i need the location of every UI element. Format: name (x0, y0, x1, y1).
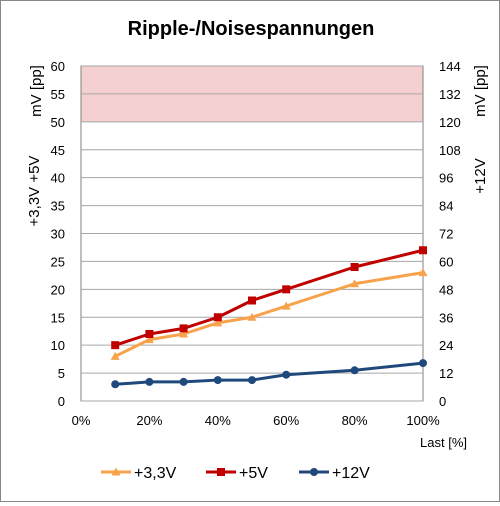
left-tick-label: 50 (51, 115, 65, 130)
legend-label: +12V (332, 465, 370, 482)
x-tick-label: 80% (342, 413, 368, 428)
series-33V (110, 268, 428, 360)
left-tick-label: 45 (51, 143, 65, 158)
data-point (248, 296, 256, 305)
data-point (350, 279, 360, 288)
right-tick-label: 144 (439, 59, 461, 74)
x-tick-label: 60% (273, 413, 299, 428)
legend-item: +12V (299, 465, 370, 482)
data-point (179, 329, 189, 338)
left-tick-label: 20 (51, 282, 65, 297)
chart-title: Ripple-/Noisespannungen (128, 18, 375, 40)
right-axis-label: mV [pp] (472, 65, 489, 117)
x-tick-label: 100% (406, 413, 440, 428)
legend-marker (310, 468, 318, 476)
data-point (419, 246, 427, 255)
legend-item: +5V (206, 465, 268, 482)
data-point (144, 335, 154, 344)
legend-label: +3,3V (134, 465, 177, 482)
left-axis-ticks: 0 5 10 15 20 25 30 35 40 45 50 55 60 (51, 59, 65, 409)
series-layer (110, 246, 428, 389)
legend-label: +5V (239, 465, 268, 482)
right-tick-label: 0 (439, 394, 446, 409)
data-point (179, 377, 188, 386)
right-tick-label: 120 (439, 115, 461, 130)
data-point (145, 377, 154, 386)
data-point (179, 324, 188, 333)
data-point (213, 313, 222, 322)
left-axis-label: mV [pp] (28, 65, 45, 117)
series-line (114, 271, 424, 358)
data-point (247, 312, 257, 321)
legend-marker (111, 467, 121, 476)
series-line (114, 248, 424, 347)
right-tick-label: 108 (439, 143, 461, 158)
right-tick-label: 24 (439, 338, 453, 353)
left-axis-label: +3,3V +5V (26, 156, 43, 227)
data-point (419, 359, 427, 368)
right-tick-label: 36 (439, 310, 453, 325)
legend: +3,3V +5V +12V (101, 465, 370, 482)
legend-marker (217, 468, 225, 476)
right-tick-label: 132 (439, 87, 461, 102)
left-tick-label: 30 (51, 227, 65, 242)
right-axis-ticks: 0 12 24 36 48 60 72 84 96 108 120 132 144 (439, 59, 461, 409)
right-tick-label: 60 (439, 254, 453, 269)
data-point (111, 380, 120, 389)
series-12V (111, 359, 427, 389)
data-point (281, 301, 291, 310)
right-tick-label: 72 (439, 227, 453, 242)
left-tick-label: 0 (58, 394, 65, 409)
data-point (213, 376, 222, 385)
left-tick-label: 5 (58, 366, 65, 381)
data-point (350, 263, 359, 271)
x-tick-label: 20% (136, 413, 162, 428)
right-tick-label: 12 (439, 366, 453, 381)
right-tick-label: 96 (439, 171, 453, 186)
legend-item: +3,3V (101, 465, 177, 482)
data-point (248, 376, 256, 385)
left-tick-label: 55 (51, 87, 65, 102)
data-point (282, 285, 291, 294)
left-tick-label: 10 (51, 338, 65, 353)
data-point (111, 341, 120, 350)
x-tick-label: 0% (72, 413, 91, 428)
series-5V (111, 246, 427, 350)
data-point (350, 366, 359, 375)
series-line (115, 361, 424, 386)
left-tick-label: 40 (51, 171, 65, 186)
data-point (282, 370, 291, 379)
x-axis-ticks: 0% 20% 40% 60% 80% 100% (72, 413, 440, 428)
x-axis-label: Last [%] (420, 435, 467, 450)
data-point (418, 268, 428, 277)
left-tick-label: 15 (51, 310, 65, 325)
data-point (213, 318, 223, 327)
right-tick-label: 84 (439, 199, 453, 214)
right-tick-label: 48 (439, 282, 453, 297)
left-tick-label: 60 (51, 59, 65, 74)
left-tick-label: 35 (51, 199, 65, 214)
grid-lines (81, 65, 423, 402)
data-point (145, 330, 154, 338)
x-tick-label: 40% (205, 413, 231, 428)
data-point (110, 351, 120, 360)
right-axis-label: +12V (472, 158, 489, 193)
axis-labels: +3,3V +5V mV [pp] +12V mV [pp] Last [%] (26, 65, 489, 450)
left-tick-label: 25 (51, 254, 65, 269)
